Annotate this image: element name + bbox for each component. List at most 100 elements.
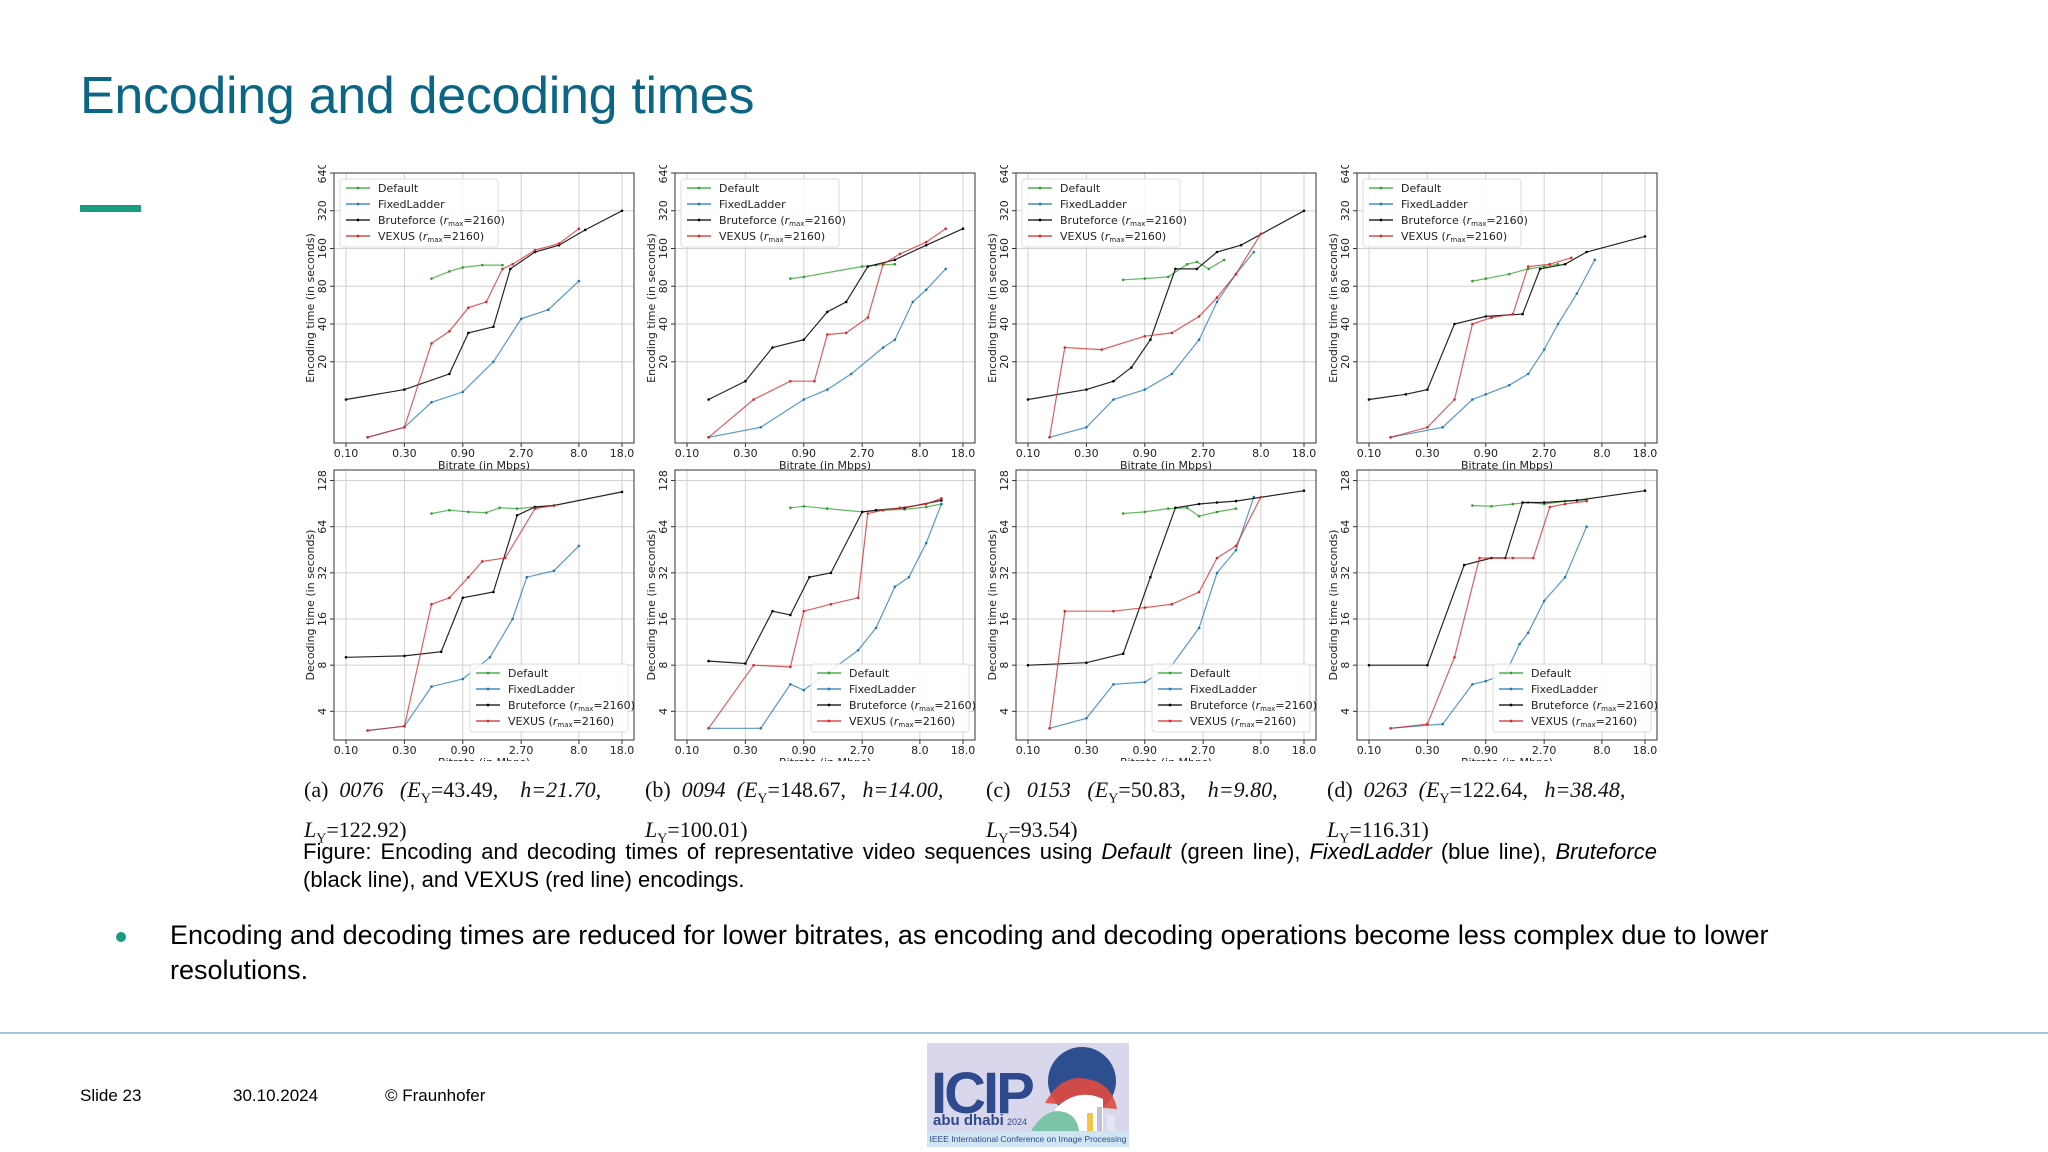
- legend-box: [1492, 663, 1652, 733]
- y-tick-label: 40: [998, 317, 1011, 331]
- data-point: [1471, 322, 1474, 326]
- y-tick-label: 128: [998, 470, 1011, 491]
- data-point: [1367, 398, 1371, 401]
- legend-label: VEXUS (rmax=2160): [378, 230, 484, 244]
- data-point: [461, 596, 465, 600]
- series-line-fixedladder: [367, 280, 580, 438]
- x-tick-label: 0.30: [1074, 744, 1099, 757]
- data-point: [924, 502, 928, 506]
- data-point: [1453, 322, 1456, 326]
- subcaption-c: (c) 0153 (EY=50.83, h=9.80, LY=93.54): [986, 777, 1278, 847]
- x-tick-label: 0.90: [451, 744, 476, 757]
- y-tick-label: 80: [657, 279, 670, 293]
- legend-label: Default: [849, 667, 890, 680]
- legend-marker: [1038, 218, 1042, 222]
- data-point: [1441, 722, 1444, 726]
- y-tick-label: 32: [316, 566, 329, 580]
- series-line-default: [1472, 263, 1559, 282]
- data-point: [467, 306, 470, 309]
- logo-text: ICIP: [931, 1061, 1035, 1126]
- data-point: [492, 590, 495, 594]
- data-point: [515, 514, 519, 517]
- data-point: [620, 209, 624, 213]
- legend-label: Bruteforce (rmax=2160): [849, 699, 976, 713]
- x-tick-label: 8.0: [1593, 447, 1611, 460]
- data-point: [1121, 652, 1125, 655]
- x-tick-label: 0.10: [1357, 447, 1382, 460]
- x-tick-label: 2.70: [850, 447, 875, 460]
- plot-frame: [1015, 172, 1317, 444]
- data-point: [924, 505, 928, 509]
- y-tick-label: 64: [998, 520, 1011, 534]
- data-point: [1143, 334, 1147, 338]
- data-point: [1170, 331, 1174, 335]
- data-point: [1563, 575, 1567, 579]
- data-point: [940, 502, 943, 506]
- x-tick-label: 18.0: [1633, 744, 1658, 757]
- data-point: [577, 227, 581, 230]
- data-point: [448, 270, 451, 273]
- series-line-bruteforce: [708, 499, 942, 665]
- series-line-bruteforce: [345, 491, 623, 658]
- x-axis-label: Bitrate (in Mbps): [438, 459, 530, 472]
- chart-panel-encoding-a: 0.10 0.30 0.90 2.70 8.0 18.0 20 40 80 160 320 640 Bi…: [304, 163, 635, 472]
- y-tick-label: 16: [1339, 612, 1352, 626]
- data-point: [1563, 262, 1567, 266]
- data-point: [1426, 663, 1429, 667]
- x-tick-label: 0.10: [334, 447, 359, 460]
- data-point: [826, 333, 829, 336]
- y-tick-label: 40: [1339, 317, 1352, 331]
- legend-label: VEXUS (rmax=2160): [1190, 715, 1296, 729]
- x-tick-label: 2.70: [1532, 447, 1557, 460]
- data-point: [1195, 267, 1199, 271]
- y-tick-label: 320: [657, 200, 670, 221]
- legend-marker: [486, 703, 490, 707]
- data-point: [898, 252, 902, 256]
- y-tick-label: 20: [316, 355, 329, 369]
- series-line-vexus: [367, 228, 580, 438]
- slide-title: Encoding and decoding times: [80, 67, 755, 125]
- data-point: [1197, 502, 1201, 506]
- data-point: [1484, 277, 1488, 280]
- data-point: [944, 227, 947, 230]
- data-point: [1542, 348, 1546, 351]
- data-point: [1643, 489, 1647, 493]
- x-tick-label: 0.90: [792, 744, 817, 757]
- y-tick-label: 40: [316, 317, 329, 331]
- data-point: [866, 265, 870, 268]
- y-tick-label: 640: [657, 165, 670, 184]
- data-point: [1063, 346, 1067, 349]
- data-point: [1404, 393, 1408, 396]
- x-tick-label: 0.30: [1074, 447, 1099, 460]
- data-point: [789, 613, 792, 617]
- chart-panel-decoding-b: 0.10 0.30 0.90 2.70 8.0 18.0 4 8 16 32 64 128 Bitrat…: [645, 469, 976, 769]
- data-point: [1167, 507, 1170, 510]
- legend-marker: [827, 719, 831, 723]
- data-point: [771, 609, 774, 613]
- series-line-bruteforce: [1368, 235, 1646, 401]
- legend-marker: [1038, 186, 1042, 190]
- legend-marker: [1379, 186, 1383, 190]
- data-point: [1259, 495, 1263, 499]
- data-point: [1526, 265, 1530, 268]
- x-tick-label: 0.10: [1016, 447, 1041, 460]
- y-tick-label: 64: [657, 520, 670, 534]
- x-axis-label: Bitrate (in Mbps): [1461, 459, 1553, 472]
- x-tick-label: 18.0: [1292, 744, 1317, 757]
- data-point: [1532, 556, 1535, 560]
- data-point: [944, 267, 947, 271]
- x-tick-label: 8.0: [911, 744, 929, 757]
- legend-label: Default: [1190, 667, 1231, 680]
- series-line-bruteforce: [1027, 490, 1305, 666]
- series-line-default: [431, 504, 554, 515]
- legend-label: Bruteforce (rmax=2160): [719, 214, 846, 228]
- data-point: [1085, 661, 1088, 664]
- data-point: [961, 227, 965, 230]
- x-tick-label: 18.0: [1292, 447, 1317, 460]
- data-point: [366, 729, 369, 732]
- data-point: [467, 331, 470, 335]
- data-point: [1538, 267, 1542, 271]
- data-point: [940, 499, 943, 502]
- chart-panel-encoding-c: 0.10 0.30 0.90 2.70 8.0 18.0 20 40 80 160 320 640 Bi…: [986, 163, 1317, 472]
- y-axis-label: Encoding time (in seconds): [1327, 233, 1340, 383]
